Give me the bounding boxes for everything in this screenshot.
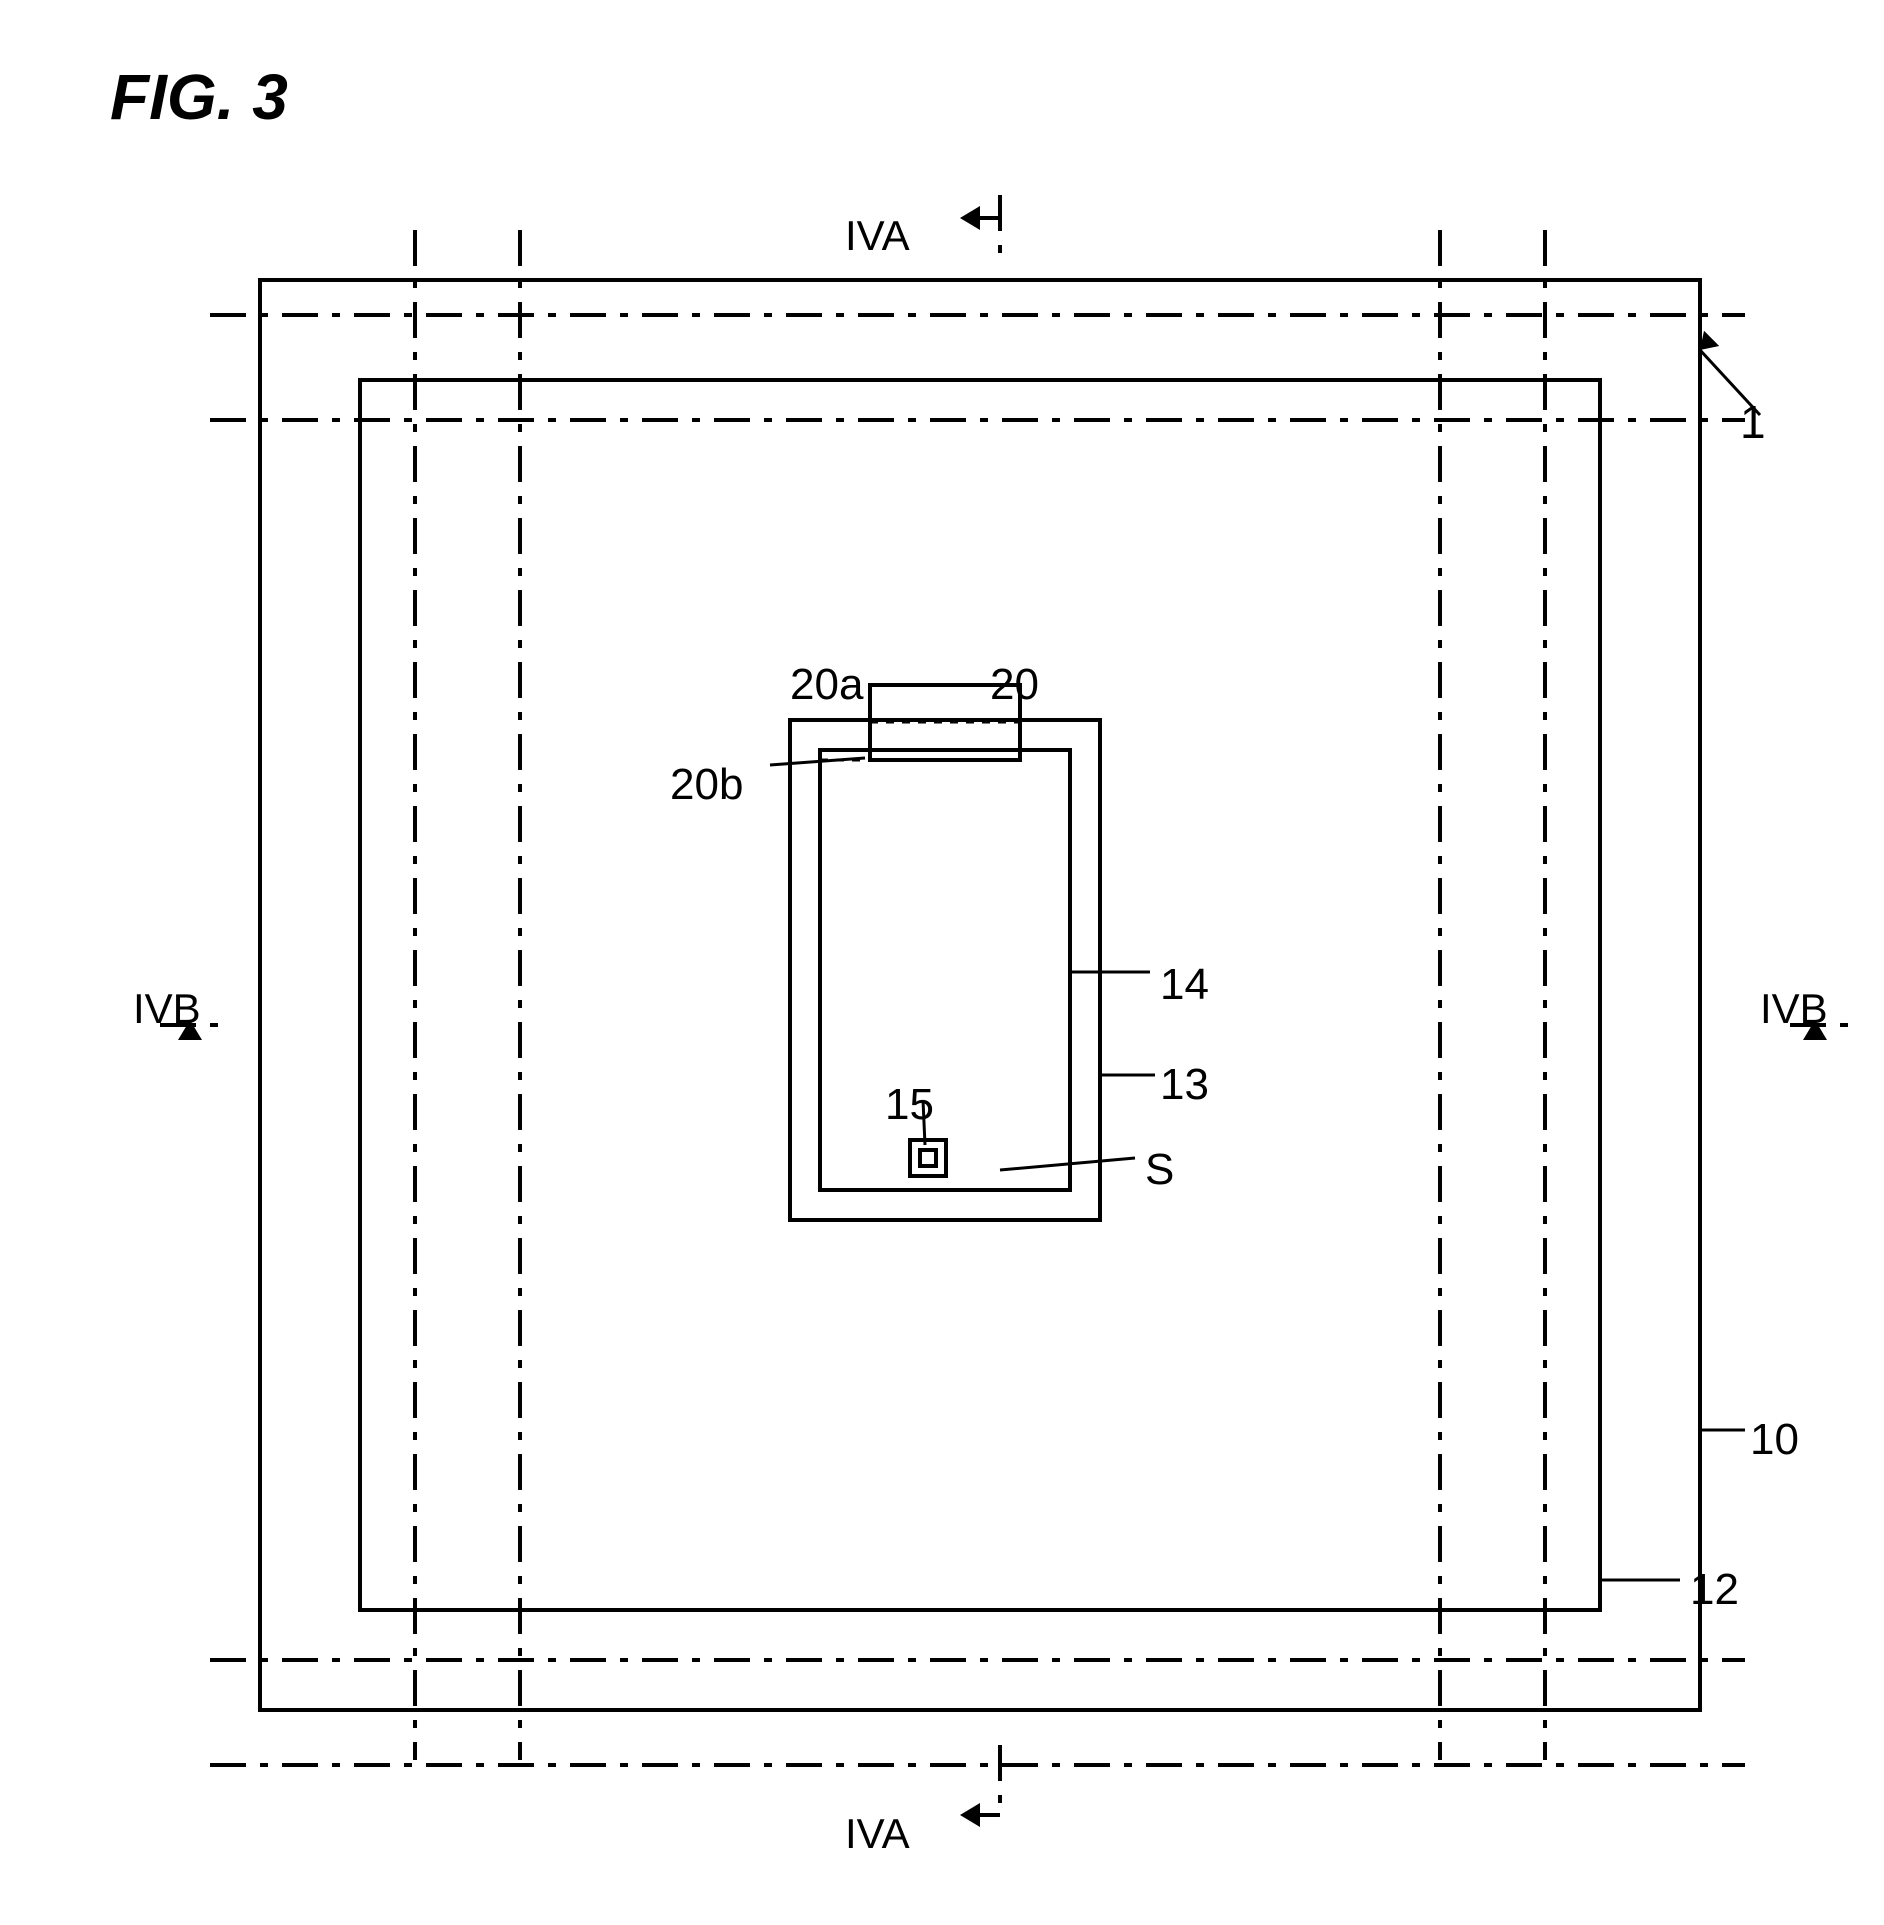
section-label-iva-bottom: IVA: [845, 1810, 910, 1858]
diagram-svg: [0, 0, 1884, 1925]
ref-label-20: 20: [990, 660, 1039, 710]
ref-label-12: 12: [1690, 1565, 1739, 1615]
ref-label-13: 13: [1160, 1060, 1209, 1110]
ref-label-S: S: [1145, 1145, 1174, 1195]
section-label-ivb-right: IVB: [1760, 985, 1828, 1033]
ref-label-20a: 20a: [790, 660, 863, 710]
diagram-page: FIG. 3 IVA IVA IVB IVB 1 20a 20 20b 14 1…: [0, 0, 1884, 1925]
ref-label-10: 10: [1750, 1415, 1799, 1465]
ref-label-1: 1: [1740, 395, 1766, 449]
ref-label-15: 15: [885, 1080, 934, 1130]
ref-label-20b: 20b: [670, 760, 743, 810]
section-label-ivb-left: IVB: [133, 985, 201, 1033]
ref-label-14: 14: [1160, 960, 1209, 1010]
section-label-iva-top: IVA: [845, 212, 910, 260]
